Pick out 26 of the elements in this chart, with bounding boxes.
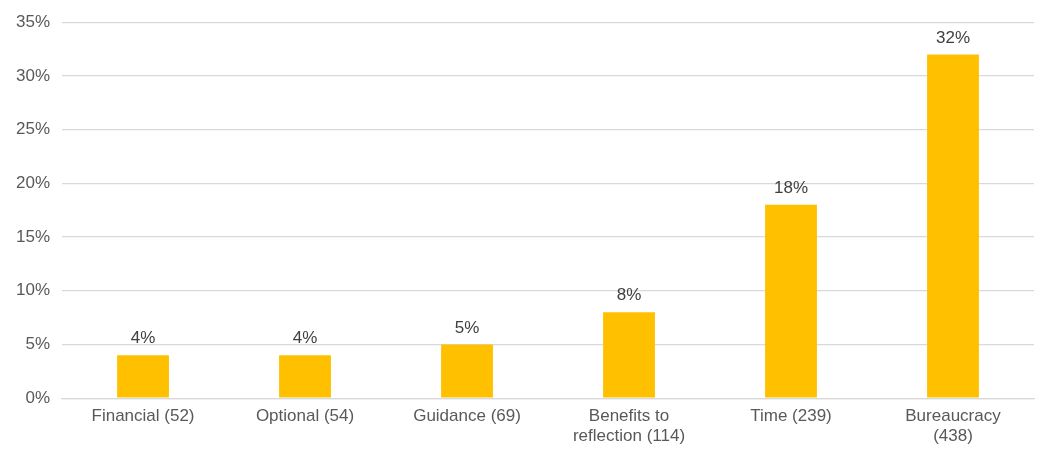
data-label: 8% (616, 285, 642, 305)
data-label: 18% (773, 178, 809, 198)
bar (117, 355, 169, 398)
bar (927, 54, 979, 398)
y-tick-label: 5% (25, 334, 51, 354)
x-tick-label: Optional (54) (255, 406, 355, 426)
y-tick-label: 15% (15, 226, 51, 246)
data-label: 32% (935, 27, 971, 47)
data-label: 4% (130, 328, 156, 348)
y-tick-label: 30% (15, 65, 51, 85)
bar (603, 312, 655, 398)
data-label: 4% (292, 328, 318, 348)
x-tick-label: Time (239) (750, 406, 832, 426)
x-tick-label: Guidance (69) (413, 406, 521, 426)
bar (765, 204, 817, 398)
y-tick-label: 10% (15, 280, 51, 300)
bar (441, 344, 493, 398)
y-tick-label: 20% (15, 173, 51, 193)
x-tick-label: Bureaucracy (438) (905, 406, 1002, 446)
data-label: 5% (454, 317, 480, 337)
x-tick-label: Benefits to reflection (114) (572, 406, 686, 446)
y-tick-label: 0% (25, 387, 51, 407)
bar (279, 355, 331, 398)
x-tick-label: Financial (52) (91, 406, 195, 426)
y-tick-label: 25% (15, 119, 51, 139)
y-tick-label: 35% (15, 11, 51, 31)
